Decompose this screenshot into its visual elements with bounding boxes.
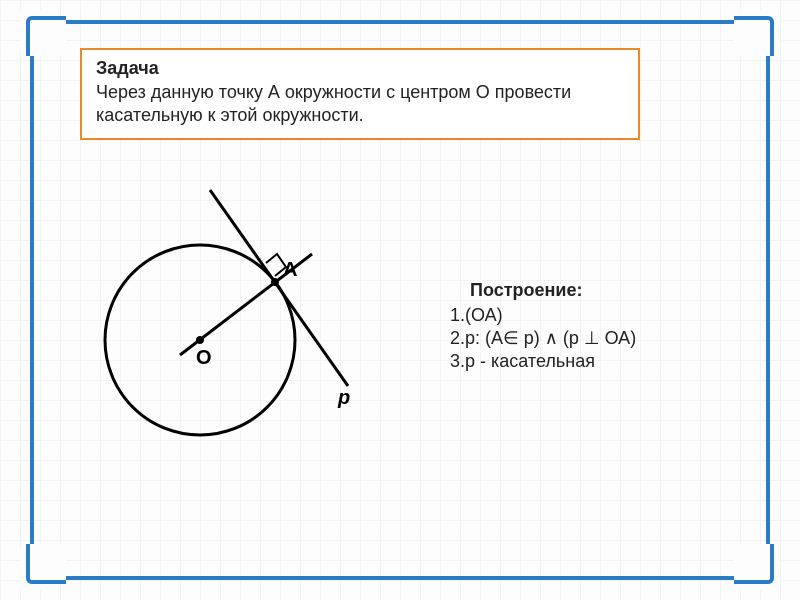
task-box: Задача Через данную точку А окружности с… bbox=[80, 48, 640, 140]
task-title: Задача bbox=[96, 58, 624, 79]
construction-step-1: 1.(ОА) bbox=[450, 305, 636, 326]
construction-title: Построение: bbox=[470, 280, 636, 301]
construction-step-2: 2.р: (А∈ р) ∧ (р ⊥ ОА) bbox=[450, 328, 636, 349]
tangent-line-p bbox=[210, 190, 348, 386]
step-text: р: (А∈ р) ∧ (р ⊥ ОА) bbox=[465, 328, 636, 348]
label-a: А bbox=[283, 259, 297, 281]
frame-corner bbox=[26, 16, 66, 56]
construction-block: Построение: 1.(ОА) 2.р: (А∈ р) ∧ (р ⊥ ОА… bbox=[450, 280, 636, 374]
label-o: О bbox=[196, 347, 212, 369]
frame-corner bbox=[734, 16, 774, 56]
diagram-svg: О Аp bbox=[80, 160, 400, 500]
construction-step-3: 3.р - касательная bbox=[450, 351, 636, 372]
point-a bbox=[271, 278, 279, 286]
point-o bbox=[196, 336, 204, 344]
task-body: Через данную точку А окружности с центро… bbox=[96, 81, 624, 128]
step-text: (ОА) bbox=[465, 305, 503, 325]
label-p: p bbox=[337, 387, 350, 409]
step-text: р - касательная bbox=[465, 351, 595, 371]
frame-corner bbox=[734, 544, 774, 584]
geometry-diagram: О Аp bbox=[80, 160, 400, 500]
frame-corner bbox=[26, 544, 66, 584]
